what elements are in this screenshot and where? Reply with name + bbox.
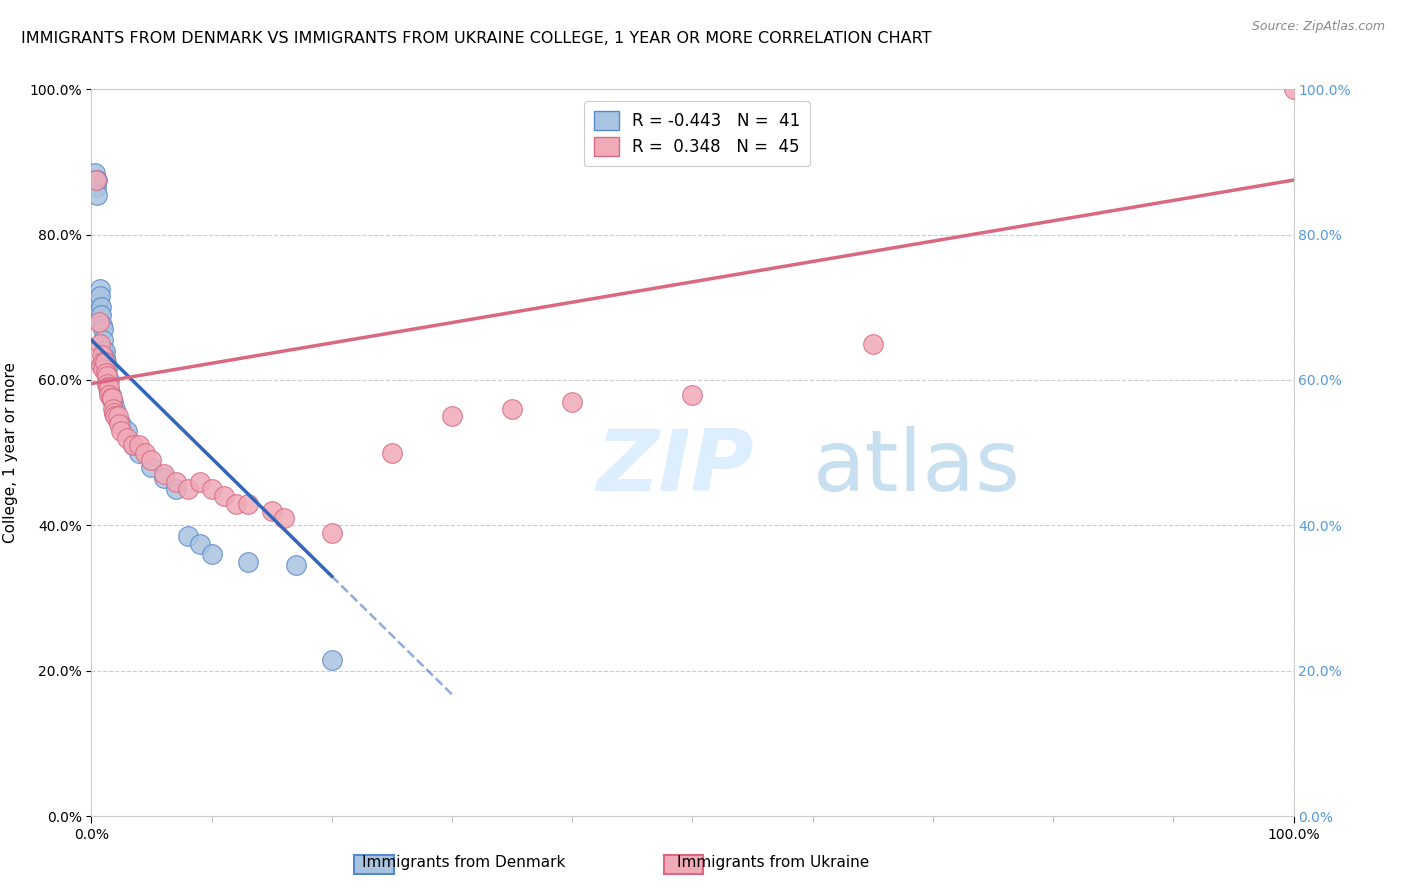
- Point: [90, 308, 112, 322]
- Text: Immigrants from Ukraine: Immigrants from Ukraine: [678, 855, 869, 870]
- Point: [93, 355, 115, 369]
- Point: [103, 406, 125, 420]
- Point: [96, 376, 118, 391]
- Point: [273, 511, 295, 525]
- Point: [501, 402, 523, 417]
- Point: [188, 536, 211, 550]
- Point: [87, 315, 110, 329]
- Point: [117, 424, 139, 438]
- Point: [134, 446, 156, 460]
- Point: [176, 482, 198, 496]
- Point: [236, 555, 259, 569]
- Point: [681, 387, 703, 401]
- Point: [94, 362, 117, 376]
- Point: [141, 460, 163, 475]
- Point: [201, 482, 224, 496]
- Point: [104, 402, 127, 417]
- Point: [96, 369, 118, 384]
- Point: [128, 446, 150, 460]
- Point: [93, 343, 115, 358]
- Point: [225, 497, 247, 511]
- Point: [94, 355, 117, 369]
- Point: [96, 369, 118, 384]
- Point: [110, 424, 132, 438]
- Point: [321, 653, 343, 667]
- Point: [84, 173, 107, 187]
- Point: [93, 343, 115, 358]
- Point: [141, 453, 163, 467]
- Point: [98, 384, 121, 398]
- Text: IMMIGRANTS FROM DENMARK VS IMMIGRANTS FROM UKRAINE COLLEGE, 1 YEAR OR MORE CORRE: IMMIGRANTS FROM DENMARK VS IMMIGRANTS FR…: [21, 31, 932, 46]
- Point: [561, 394, 583, 409]
- Point: [101, 402, 124, 417]
- Point: [201, 548, 224, 562]
- Point: [107, 409, 129, 424]
- Point: [440, 409, 463, 424]
- Point: [89, 289, 111, 303]
- Point: [103, 406, 125, 420]
- Point: [212, 489, 235, 503]
- Point: [152, 471, 174, 485]
- Point: [236, 497, 259, 511]
- Point: [90, 359, 112, 373]
- Text: ZIP: ZIP: [596, 425, 754, 508]
- Point: [84, 173, 107, 187]
- Point: [94, 366, 117, 380]
- Point: [117, 431, 139, 445]
- Point: [93, 362, 115, 376]
- Y-axis label: College, 1 year or more: College, 1 year or more: [3, 362, 18, 543]
- Point: [86, 173, 108, 187]
- Point: [89, 336, 111, 351]
- Point: [90, 301, 112, 315]
- Point: [165, 482, 187, 496]
- Point: [100, 391, 122, 405]
- Point: [98, 380, 121, 394]
- Point: [165, 475, 187, 489]
- Point: [93, 351, 115, 366]
- Point: [107, 413, 129, 427]
- Point: [97, 380, 120, 394]
- Text: atlas: atlas: [813, 425, 1021, 508]
- Legend: R = -0.443   N =  41, R =  0.348   N =  45: R = -0.443 N = 41, R = 0.348 N = 45: [583, 101, 810, 166]
- Point: [93, 355, 115, 369]
- Point: [86, 187, 108, 202]
- Text: Source: ZipAtlas.com: Source: ZipAtlas.com: [1251, 20, 1385, 33]
- Point: [108, 417, 131, 431]
- Point: [381, 446, 404, 460]
- Point: [152, 467, 174, 482]
- Point: [100, 387, 122, 401]
- Point: [128, 438, 150, 452]
- Point: [862, 336, 884, 351]
- Point: [84, 180, 107, 194]
- Point: [89, 282, 111, 296]
- Point: [1282, 82, 1305, 96]
- Point: [260, 504, 283, 518]
- Point: [98, 373, 121, 387]
- Point: [176, 529, 198, 543]
- Point: [101, 391, 124, 405]
- Point: [91, 347, 114, 361]
- Point: [93, 322, 115, 336]
- Point: [284, 558, 307, 573]
- Point: [321, 525, 343, 540]
- Point: [87, 304, 110, 318]
- Point: [98, 387, 121, 401]
- Point: [87, 293, 110, 307]
- Point: [101, 394, 124, 409]
- Point: [84, 166, 107, 180]
- Point: [122, 438, 145, 452]
- Point: [96, 362, 118, 376]
- Point: [110, 417, 132, 431]
- Point: [122, 438, 145, 452]
- Point: [93, 333, 115, 347]
- Point: [91, 318, 114, 333]
- Text: Immigrants from Denmark: Immigrants from Denmark: [363, 855, 565, 870]
- Point: [104, 409, 127, 424]
- Point: [188, 475, 211, 489]
